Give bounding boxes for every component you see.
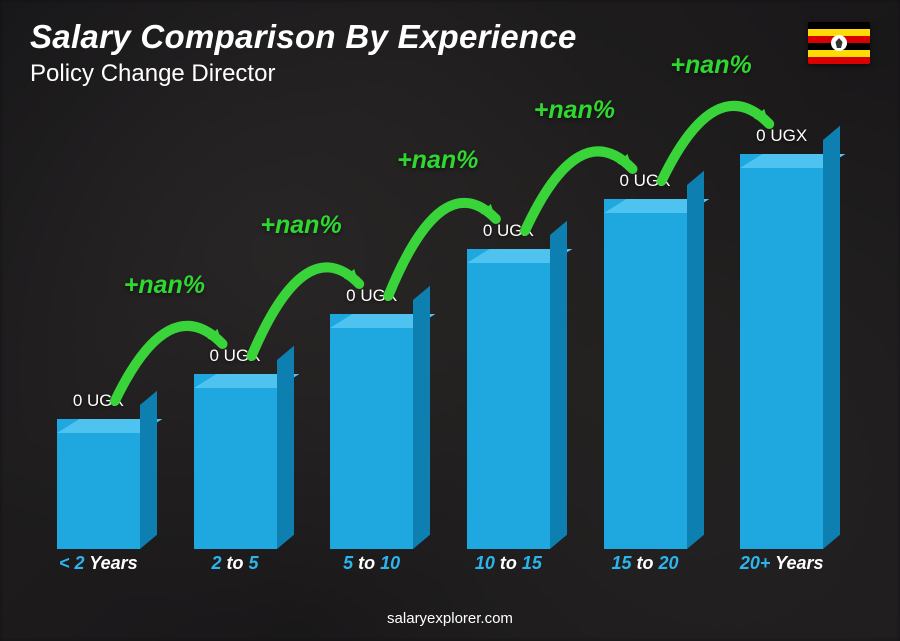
bar-side-face — [277, 346, 294, 549]
country-flag-uganda — [808, 22, 870, 64]
x-axis-label: 5 to 10 — [303, 553, 440, 581]
delta-label: +nan% — [534, 96, 615, 125]
delta-label: +nan% — [670, 51, 751, 80]
footer-attribution: salaryexplorer.com — [0, 610, 900, 627]
flag-stripe — [808, 50, 870, 57]
bar-side-face — [140, 391, 157, 549]
bar-value-label: 0 UGX — [209, 346, 260, 366]
bar-value-label: 0 UGX — [756, 126, 807, 146]
bar-slot: 0 UGX — [577, 120, 714, 549]
bar-slot: 0 UGX — [440, 120, 577, 549]
flag-stripe — [808, 57, 870, 64]
bar-slot: 0 UGX — [30, 120, 167, 549]
delta-label: +nan% — [124, 271, 205, 300]
x-axis-label: 10 to 15 — [440, 553, 577, 581]
bar-value-label: 0 UGX — [346, 286, 397, 306]
flag-stripe — [808, 22, 870, 29]
bar — [604, 199, 687, 549]
bar-side-face — [413, 286, 430, 549]
salary-bar-chart: 0 UGX 0 UGX 0 UGX 0 UGX 0 UGX 0 UGX < 2 Years… — [30, 120, 850, 581]
bar — [467, 249, 550, 549]
bar-value-label: 0 UGX — [73, 391, 124, 411]
bar — [57, 419, 140, 549]
bars-container: 0 UGX 0 UGX 0 UGX 0 UGX 0 UGX 0 UGX — [30, 120, 850, 549]
bar-front-face — [57, 419, 140, 549]
x-axis-labels: < 2 Years2 to 55 to 1010 to 1515 to 2020… — [30, 553, 850, 581]
x-axis-label: 15 to 20 — [577, 553, 714, 581]
x-axis-label: 20+ Years — [713, 553, 850, 581]
delta-label: +nan% — [397, 146, 478, 175]
bar-value-label: 0 UGX — [483, 221, 534, 241]
bar-front-face — [330, 314, 413, 549]
bar-slot: 0 UGX — [713, 120, 850, 549]
x-axis-label: 2 to 5 — [167, 553, 304, 581]
bar-slot: 0 UGX — [303, 120, 440, 549]
bar — [194, 374, 277, 549]
bar-front-face — [740, 154, 823, 549]
bar-value-label: 0 UGX — [620, 171, 671, 191]
bar-front-face — [194, 374, 277, 549]
bar-front-face — [604, 199, 687, 549]
bar-side-face — [550, 221, 567, 549]
x-axis-label: < 2 Years — [30, 553, 167, 581]
bar — [740, 154, 823, 549]
bar-side-face — [687, 171, 704, 549]
bar — [330, 314, 413, 549]
bar-slot: 0 UGX — [167, 120, 304, 549]
delta-label: +nan% — [260, 211, 341, 240]
bar-side-face — [823, 126, 840, 549]
bar-front-face — [467, 249, 550, 549]
